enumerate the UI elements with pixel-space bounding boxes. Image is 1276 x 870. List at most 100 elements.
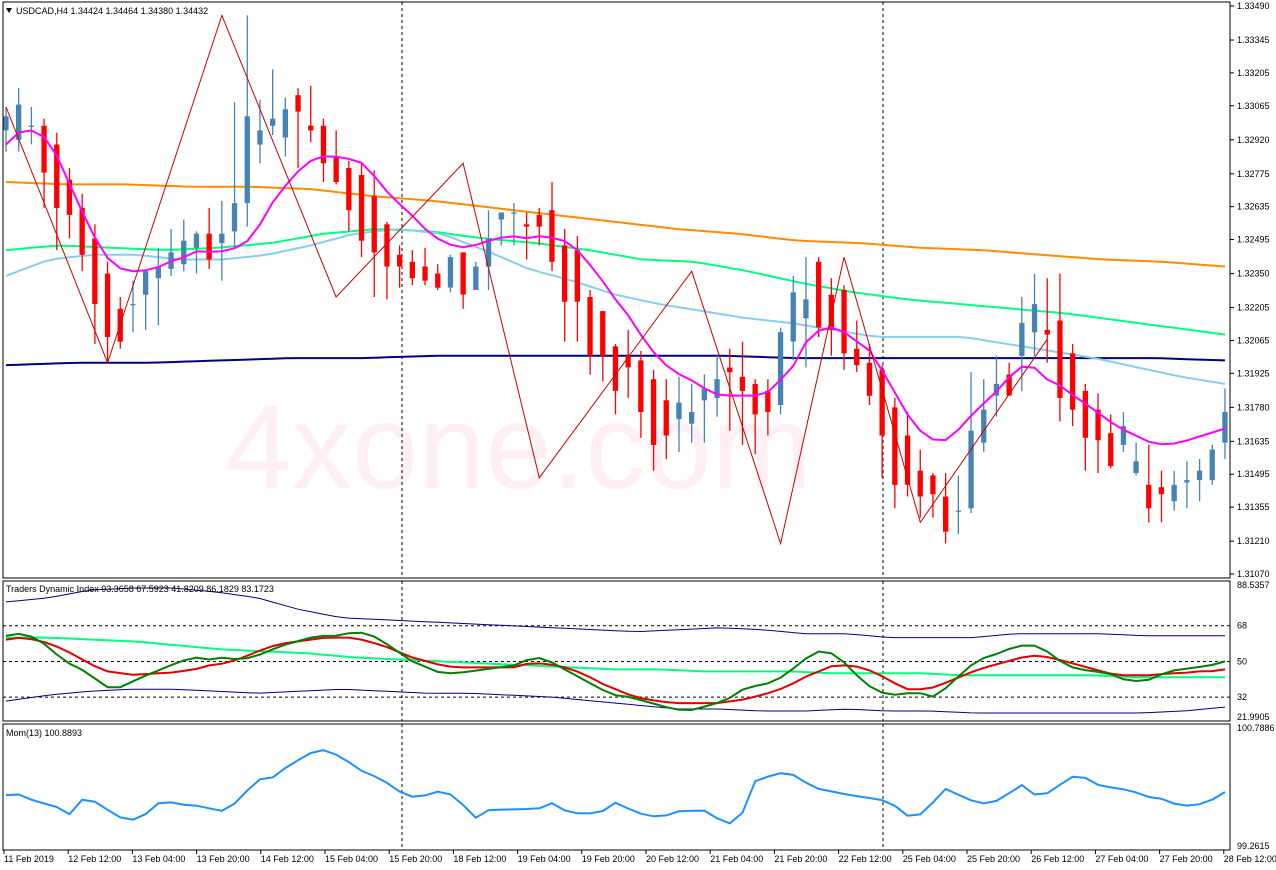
candle-body — [397, 254, 403, 267]
ma-fast-line — [5, 129, 1226, 446]
candle-body — [206, 233, 212, 260]
candle-body — [295, 95, 301, 112]
price-tick-label: 1.33490 — [1237, 1, 1270, 11]
tdi-tick-label: 88.5357 — [1237, 580, 1270, 590]
candle-body — [523, 224, 530, 227]
candle-body — [1070, 353, 1076, 410]
price-tick-label: 1.31070 — [1237, 569, 1270, 579]
price-tick-label: 1.32635 — [1237, 202, 1270, 212]
candle-body — [968, 430, 974, 509]
candle-body — [16, 104, 22, 140]
candle-body — [308, 125, 314, 131]
watermark: 4xone.com — [225, 380, 812, 514]
price-panel[interactable] — [3, 13, 1228, 546]
candle-body — [1019, 322, 1025, 356]
momentum-line — [5, 749, 1226, 825]
dropdown-triangle-icon[interactable] — [6, 8, 12, 13]
candle-body — [904, 435, 911, 485]
price-tick-label: 1.33065 — [1237, 101, 1270, 111]
price-tick-label: 1.31925 — [1237, 368, 1270, 378]
price-tick-label: 1.32920 — [1237, 135, 1270, 145]
candle-body — [346, 168, 352, 211]
time-tick-label: 21 Feb 04:00 — [710, 854, 763, 864]
candle-body — [777, 332, 784, 405]
time-tick-label: 15 Feb 04:00 — [325, 854, 378, 864]
tdi-green-line — [5, 631, 1226, 712]
time-tick-label: 25 Feb 20:00 — [967, 854, 1020, 864]
candle-body — [752, 383, 758, 415]
price-tick-label: 1.31210 — [1237, 536, 1270, 546]
candle-body — [917, 470, 923, 497]
candle-body — [79, 207, 85, 255]
tdi-lower-line — [5, 688, 1226, 714]
tdi-upper-line — [5, 587, 1225, 639]
candle-body — [130, 304, 136, 306]
candle-body — [219, 233, 225, 244]
price-tick-label: 1.31780 — [1237, 402, 1270, 412]
candle-body — [892, 407, 898, 485]
tdi-tick-label: 21.9905 — [1237, 712, 1270, 722]
symbol-header: USDCAD,H4 1.34424 1.34464 1.34380 1.3443… — [16, 6, 208, 16]
candle-body — [993, 383, 1000, 396]
tdi-header: Traders Dynamic Index 93.3658 67.5923 41… — [6, 584, 274, 594]
candle-body — [930, 475, 936, 495]
candle-body — [1120, 426, 1127, 445]
candle-body — [1057, 320, 1063, 398]
candle-body — [498, 212, 504, 220]
price-tick-label: 1.33345 — [1237, 35, 1270, 45]
candle-body — [803, 299, 809, 319]
candle-body — [549, 210, 555, 262]
candle-body — [358, 175, 365, 241]
candle-body — [66, 179, 73, 215]
candle-body — [1196, 470, 1203, 481]
price-tick-label: 1.31635 — [1237, 436, 1270, 446]
tdi-panel[interactable] — [3, 587, 1230, 714]
candle-body — [257, 130, 263, 145]
candle-body — [981, 409, 987, 443]
candle-body — [879, 369, 885, 436]
mom-header: Mom(13) 100.8893 — [6, 728, 82, 738]
candle-body — [231, 203, 238, 232]
candle-body — [1031, 304, 1038, 333]
candle-body — [650, 379, 657, 445]
tdi-mid-line — [6, 636, 1225, 679]
candle-body — [1133, 461, 1139, 473]
candle-body — [143, 271, 149, 295]
candle-body — [1095, 409, 1101, 441]
candle-body — [384, 224, 390, 267]
tdi-tick-label: 32 — [1237, 692, 1247, 702]
candle-body — [727, 367, 733, 373]
candle-body — [955, 510, 961, 512]
candle-body — [371, 196, 377, 253]
candle-body — [193, 233, 200, 248]
candle-body — [574, 250, 580, 302]
time-tick-label: 28 Feb 12:00 — [1224, 854, 1276, 864]
time-tick-label: 26 Feb 12:00 — [1031, 854, 1084, 864]
candle-body — [1006, 374, 1012, 396]
panel-frame — [2, 1, 1231, 579]
candle-body — [333, 156, 339, 182]
candle-body — [854, 348, 860, 366]
candle-body — [460, 252, 466, 295]
price-tick-label: 1.32065 — [1237, 335, 1270, 345]
time-tick-label: 15 Feb 20:00 — [389, 854, 442, 864]
candle-body — [485, 238, 492, 267]
grid-layer — [401, 2, 884, 850]
candle-body — [3, 116, 9, 131]
candle-body — [155, 266, 161, 279]
candle-body — [676, 402, 682, 420]
candle-body — [270, 118, 276, 126]
time-tick-label: 27 Feb 20:00 — [1160, 854, 1213, 864]
ma-green-line — [5, 228, 1226, 336]
zigzag-line — [5, 13, 1048, 546]
candle-body — [92, 238, 98, 305]
tdi-red-line — [5, 636, 1226, 705]
price-tick-label: 1.32205 — [1237, 303, 1270, 313]
momentum-panel[interactable] — [5, 749, 1226, 825]
candle-body — [866, 362, 873, 396]
ma-orange-line — [5, 181, 1226, 268]
candle-body — [409, 261, 415, 279]
time-tick-label: 18 Feb 12:00 — [453, 854, 506, 864]
candle-body — [689, 412, 695, 424]
